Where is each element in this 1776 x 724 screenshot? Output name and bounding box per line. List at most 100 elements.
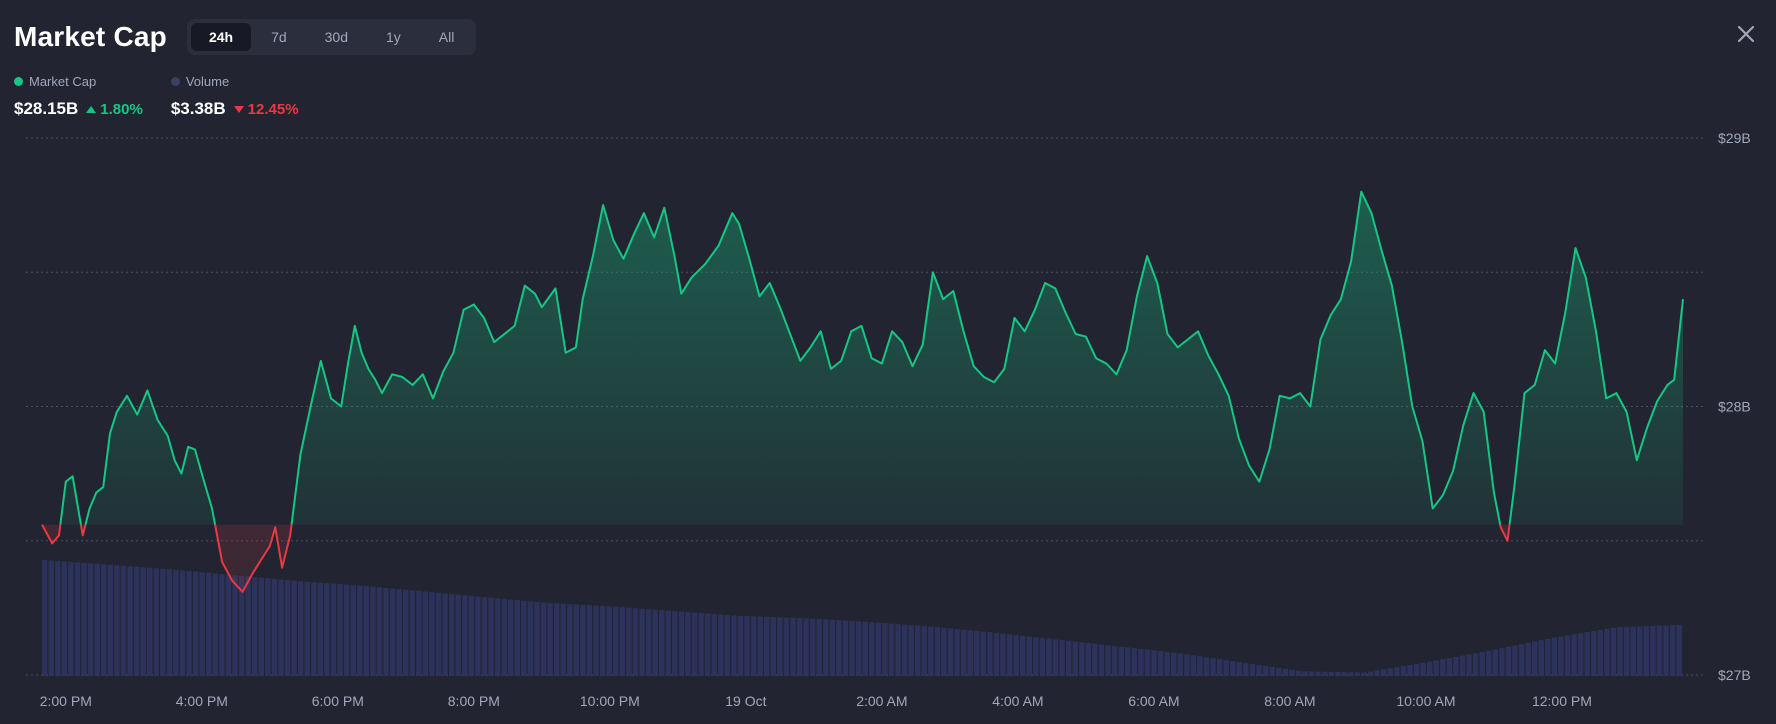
volume-bar xyxy=(337,584,343,676)
close-icon[interactable] xyxy=(1734,22,1758,46)
x-tick-label: 4:00 AM xyxy=(992,693,1043,709)
volume-bar xyxy=(1577,633,1584,676)
timeframe-tabs: 24h 7d 30d 1y All xyxy=(186,19,477,55)
volume-bar xyxy=(304,581,310,676)
volume-bar xyxy=(1551,637,1558,676)
tab-30d[interactable]: 30d xyxy=(324,29,348,45)
volume-bar xyxy=(422,591,429,676)
volume-bar xyxy=(1177,653,1183,676)
volume-bar xyxy=(488,597,494,676)
volume-bar xyxy=(494,598,501,676)
volume-bar xyxy=(1105,645,1111,676)
x-tick-label: 8:00 AM xyxy=(1264,693,1315,709)
volume-bar xyxy=(1020,635,1026,676)
volume-bar xyxy=(1236,662,1243,676)
volume-bar xyxy=(61,561,68,676)
volume-bar xyxy=(980,631,987,676)
area-above-baseline xyxy=(42,191,1683,525)
volume-bar xyxy=(1223,660,1229,676)
volume-bar xyxy=(514,600,520,676)
volume-bar xyxy=(849,620,855,676)
volume-bar xyxy=(691,612,698,676)
volume-bar xyxy=(1525,642,1531,676)
volume-bar xyxy=(1499,648,1505,676)
volume-bar xyxy=(140,567,146,676)
volume-bar xyxy=(1472,653,1479,676)
x-tick-label: 19 Oct xyxy=(725,693,766,709)
volume-bar xyxy=(1289,669,1295,676)
volume-bar xyxy=(1256,665,1262,676)
volume-bar xyxy=(645,609,652,676)
volume-bar xyxy=(245,576,251,676)
volume-bar xyxy=(403,589,409,676)
volume-change: 12.45% xyxy=(233,101,299,118)
volume-bar xyxy=(1354,672,1361,676)
volume-bar xyxy=(1216,659,1223,676)
volume-bar xyxy=(764,616,770,676)
volume-bar xyxy=(1249,664,1256,676)
volume-bar xyxy=(770,617,776,676)
volume-bar xyxy=(1046,638,1052,676)
market-cap-lines xyxy=(41,190,1684,593)
volume-bar xyxy=(750,616,757,676)
market-cap-change: 1.80% xyxy=(86,101,143,118)
market-cap-dot-icon xyxy=(14,77,23,86)
volume-bar xyxy=(1197,656,1203,676)
volume-bar xyxy=(284,580,291,676)
chart-legend: Market Cap $28.15B 1.80% Volume $3.38B 1… xyxy=(14,74,299,119)
volume-bar xyxy=(704,613,711,676)
volume-bar xyxy=(737,615,744,676)
volume-bar xyxy=(947,628,954,676)
volume-bar xyxy=(147,567,153,676)
volume-bar xyxy=(1125,647,1131,676)
volume-bar xyxy=(1453,656,1459,676)
volume-bar xyxy=(475,596,481,676)
tab-24h[interactable]: 24h xyxy=(190,23,252,51)
volume-bar xyxy=(1637,626,1643,676)
chart-header: Market Cap 24h 7d 30d 1y All xyxy=(14,18,477,56)
volume-bar xyxy=(527,601,534,676)
volume-bar xyxy=(639,608,645,676)
volume-bar xyxy=(744,616,750,676)
volume-bar xyxy=(560,603,566,676)
volume-bar xyxy=(1039,637,1046,676)
volume-bar xyxy=(1203,657,1210,676)
market-cap-change-value: 1.80% xyxy=(100,100,143,118)
volume-bar xyxy=(540,602,547,676)
volume-bar xyxy=(626,607,632,676)
volume-bar xyxy=(1623,626,1630,676)
volume-bar xyxy=(1052,639,1059,676)
volume-bar xyxy=(225,574,232,676)
tab-7d[interactable]: 7d xyxy=(271,29,287,45)
volume-bar xyxy=(343,584,350,676)
volume-bar xyxy=(376,587,383,676)
volume-bar xyxy=(593,605,599,676)
volume-bar xyxy=(1656,625,1663,676)
volume-bar xyxy=(882,623,888,676)
volume-bar xyxy=(553,603,560,676)
volume-bar xyxy=(1059,640,1065,676)
volume-bar xyxy=(74,562,81,676)
volume-bar xyxy=(816,619,822,676)
tab-all[interactable]: All xyxy=(438,29,455,45)
volume-bar xyxy=(442,593,448,676)
volume-bar xyxy=(1295,670,1302,676)
volume-bar xyxy=(895,624,901,676)
volume-bar xyxy=(1000,633,1006,676)
volume-bar xyxy=(1518,644,1525,676)
tab-1y[interactable]: 1y xyxy=(386,29,401,45)
volume-bar xyxy=(1328,671,1334,676)
volume-bar xyxy=(311,582,317,676)
volume-bar xyxy=(317,582,324,676)
y-tick-label: $28B xyxy=(1718,399,1751,415)
x-tick-label: 10:00 AM xyxy=(1396,693,1455,709)
volume-bar xyxy=(869,622,875,676)
x-tick-label: 2:00 PM xyxy=(40,693,92,709)
volume-bar xyxy=(934,627,941,676)
volume-bar xyxy=(1420,662,1426,676)
volume-bar xyxy=(901,624,908,676)
volume-bar xyxy=(1335,672,1341,676)
volume-bar xyxy=(599,605,606,676)
volume-bar xyxy=(580,604,586,676)
